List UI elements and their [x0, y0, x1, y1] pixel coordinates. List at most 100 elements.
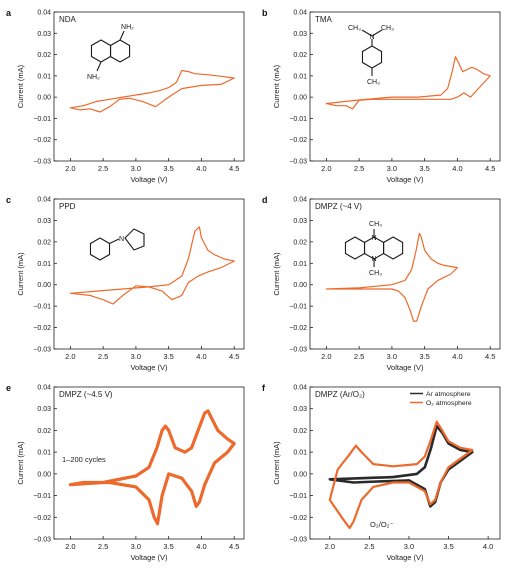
y-tick-label: −0.03	[33, 537, 51, 544]
panel-letter: e	[6, 383, 11, 393]
axes-frame	[53, 386, 245, 540]
y-tick-label: 0.04	[293, 197, 307, 204]
x-tick-label: 3.0	[131, 542, 141, 551]
x-axis-label: Voltage (V)	[386, 553, 424, 562]
y-tick-label: −0.03	[33, 159, 51, 166]
x-tick-label: 3.5	[163, 542, 173, 551]
y-tick-label: −0.03	[289, 159, 307, 166]
y-axis-label: Current (mA)	[16, 252, 25, 296]
molecule-label: N	[372, 235, 377, 242]
x-axis-label: Voltage (V)	[130, 175, 168, 184]
y-tick-label: 0.02	[293, 239, 307, 246]
y-tick-label: 0.03	[293, 31, 307, 38]
x-tick-label: 3.0	[387, 164, 397, 173]
molecule-label: NH₂	[121, 24, 134, 31]
y-tick-label: −0.02	[289, 137, 307, 144]
x-tick-label: 3.5	[443, 542, 453, 551]
y-tick-label: −0.03	[33, 347, 51, 354]
molecule-label: NH₂	[87, 74, 100, 81]
molecule-bond	[109, 238, 120, 244]
y-tick-label: −0.01	[289, 116, 307, 123]
series-line	[69, 226, 235, 305]
x-tick-label: 2.5	[98, 164, 108, 173]
molecule-label: CH₃	[348, 25, 361, 32]
y-tick-label: 0.00	[37, 282, 51, 289]
y-tick-label: 0.03	[37, 406, 51, 413]
y-tick-label: 0.04	[293, 10, 307, 17]
panel-a: a 2.0 2.5 3.0 3.5 4.0 4.5 −0.03 −0.02 −0.01 0.00 0.…	[6, 8, 245, 184]
y-tick-label: 0.00	[293, 95, 307, 102]
molecule-bond	[371, 29, 383, 37]
x-tick-label: 4.0	[483, 542, 493, 551]
molecule-bond	[361, 29, 373, 37]
x-tick-label: 2.0	[65, 542, 75, 551]
molecule-ring	[124, 228, 145, 251]
x-tick-label: 2.0	[65, 164, 75, 173]
x-tick-label: 3.5	[163, 164, 173, 173]
x-tick-label: 3.0	[404, 542, 414, 551]
y-tick-label: −0.01	[289, 493, 307, 500]
x-tick-label: 4.0	[452, 164, 462, 173]
x-tick-label: 2.0	[65, 352, 75, 361]
x-tick-label: 4.0	[196, 542, 206, 551]
y-tick-label: 0.01	[293, 261, 307, 268]
panel-label: DMPZ (~4.5 V)	[59, 390, 113, 399]
molecule-label: N	[372, 256, 377, 263]
panel-letter: c	[6, 195, 11, 205]
y-tick-label: −0.01	[289, 304, 307, 311]
x-tick-label: 2.5	[354, 352, 364, 361]
y-axis-label: Current (mA)	[16, 64, 25, 108]
molecule-label: N	[119, 236, 124, 243]
x-tick-label: 2.5	[364, 542, 374, 551]
y-axis-label: Current (mA)	[16, 441, 25, 485]
y-tick-label: 0.02	[37, 428, 51, 435]
molecule-ring	[89, 237, 111, 261]
x-tick-label: 4.0	[196, 164, 206, 173]
annotation: O₂/O₂⁻	[370, 520, 394, 529]
molecule-label: CH₃	[367, 79, 380, 86]
y-axis-label: Current (mA)	[272, 64, 281, 108]
y-tick-label: 0.03	[293, 406, 307, 413]
molecule-ring	[344, 236, 366, 260]
panel-c: c 2.0 2.5 3.0 3.5 4.0 4.5 −0.03 −0.02 −0.01 0.00 0.…	[6, 195, 245, 372]
y-tick-label: 0.01	[37, 73, 51, 80]
y-tick-label: 0.02	[37, 52, 51, 59]
panel-b: b 2.0 2.5 3.0 3.5 4.0 4.5 −0.03 −0.02 −0.01 0.00 0.…	[262, 8, 501, 184]
y-tick-label: −0.01	[33, 493, 51, 500]
panel-letter: d	[262, 195, 268, 205]
y-tick-label: −0.01	[33, 116, 51, 123]
molecule-label: CH₃	[381, 25, 394, 32]
axes-frame	[309, 11, 501, 162]
x-tick-label: 2.0	[321, 164, 331, 173]
molecule-label: N	[370, 34, 375, 41]
molecule-label: CH₃	[369, 221, 382, 228]
panel-label: DMPZ (Ar/O₂)	[315, 390, 365, 399]
y-tick-label: 0.04	[37, 385, 51, 392]
x-tick-label: 4.0	[196, 352, 206, 361]
panel-label: NDA	[59, 15, 77, 24]
axes-frame	[53, 11, 245, 162]
x-axis-label: Voltage (V)	[386, 363, 424, 372]
y-tick-label: 0.03	[37, 218, 51, 225]
legend-entry: Ar atmosphere	[426, 391, 471, 398]
series-line	[325, 56, 491, 110]
x-tick-label: 4.5	[485, 164, 495, 173]
y-tick-label: 0.00	[37, 95, 51, 102]
series-line	[68, 409, 236, 526]
x-axis-label: Voltage (V)	[130, 363, 168, 372]
panel-f: f 2.0 2.5 3.0 3.5 4.0 −0.03 −0.02 −0.01 0.00 0.01 0…	[262, 383, 501, 562]
molecule-bond	[96, 61, 102, 72]
y-tick-label: 0.01	[293, 73, 307, 80]
molecule-label: CH₃	[369, 270, 382, 277]
series-line	[325, 232, 458, 322]
panel-letter: a	[6, 8, 12, 18]
panel-d: d 2.0 2.5 3.0 3.5 4.0 4.5 −0.03 −0.02 −0.01 0.00 0.…	[262, 195, 501, 372]
x-axis-label: Voltage (V)	[130, 553, 168, 562]
legend-entry: O₂ atmosphere	[426, 400, 472, 407]
molecule-ring	[109, 39, 131, 63]
y-tick-label: −0.02	[289, 325, 307, 332]
y-tick-label: 0.01	[37, 261, 51, 268]
annotation: 1–200 cycles	[62, 455, 106, 464]
molecule-ring	[383, 236, 404, 260]
